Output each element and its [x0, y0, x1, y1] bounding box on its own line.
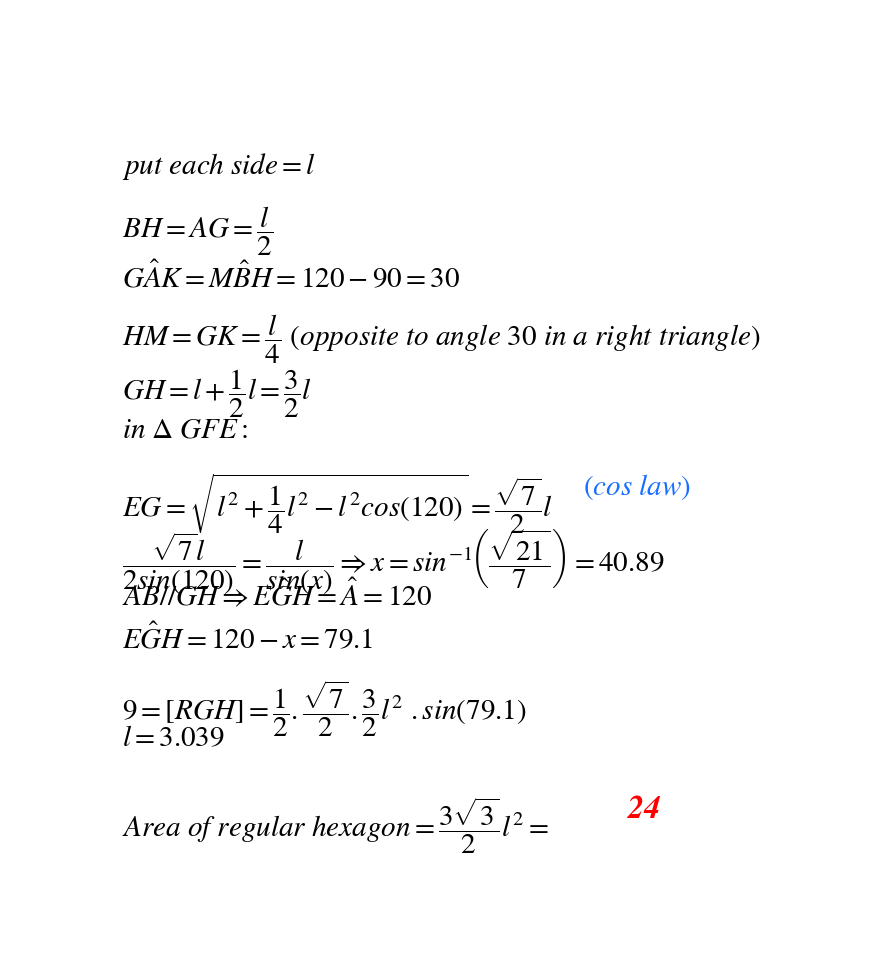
Text: $\mathbf{24}$: $\mathbf{24}$ — [626, 796, 661, 825]
Text: $BH = AG = \dfrac{l}{2}$: $BH = AG = \dfrac{l}{2}$ — [122, 206, 273, 258]
Text: $EG=\sqrt{l^2+\dfrac{1}{4}l^2-l^2cos(120)} =\dfrac{\sqrt{7}}{2}l$: $EG=\sqrt{l^2+\dfrac{1}{4}l^2-l^2cos(120… — [122, 471, 553, 537]
Text: $in\ \Delta\ GFE:$: $in\ \Delta\ GFE:$ — [122, 417, 248, 443]
Text: $GH = l+\dfrac{1}{2}l=\dfrac{3}{2}l$: $GH = l+\dfrac{1}{2}l=\dfrac{3}{2}l$ — [122, 368, 311, 420]
Text: $Area\ of\ regular\ hexagon = \dfrac{3\sqrt{3}}{2}l^2 =$: $Area\ of\ regular\ hexagon = \dfrac{3\s… — [122, 796, 548, 856]
Text: $AB//GH \Rightarrow E\hat{G}H = \hat{A} = 120$: $AB//GH \Rightarrow E\hat{G}H = \hat{A} … — [122, 579, 431, 612]
Text: $E\hat{G}H = 120-x = 79.1$: $E\hat{G}H = 120-x = 79.1$ — [122, 623, 373, 655]
Text: $\dfrac{\sqrt{7}l}{2sin(120)}=\dfrac{l}{sin(x)} \Rightarrow x = sin^{-1}\!\left(: $\dfrac{\sqrt{7}l}{2sin(120)}=\dfrac{l}{… — [122, 527, 664, 597]
Text: $HM = GK = \dfrac{l}{4}\ (opposite\ to\ angle\ 30\ in\ a\ right\ triangle)$: $HM = GK = \dfrac{l}{4}\ (opposite\ to\ … — [122, 314, 759, 366]
Text: $put\ each\ side = l$: $put\ each\ side = l$ — [122, 151, 316, 181]
Text: $(cos\ law)$: $(cos\ law)$ — [582, 471, 690, 502]
Text: $9=[RGH]=\dfrac{1}{2}.\dfrac{\sqrt{7}}{2}.\dfrac{3}{2}l^2\ .sin(79.1)$: $9=[RGH]=\dfrac{1}{2}.\dfrac{\sqrt{7}}{2… — [122, 678, 526, 738]
Text: $l = 3.039$: $l = 3.039$ — [122, 726, 225, 752]
Text: $G\hat{A}K=M\hat{B}H=120-90=30$: $G\hat{A}K=M\hat{B}H=120-90=30$ — [122, 261, 460, 293]
